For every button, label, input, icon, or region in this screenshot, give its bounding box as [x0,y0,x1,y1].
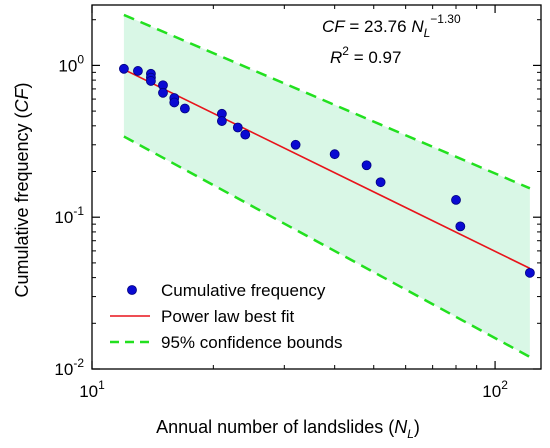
legend-label-cumulative-frequency: Cumulative frequency [161,281,326,300]
svg-text:R2 = 0.97: R2 = 0.97 [330,44,401,67]
confidence-band-fill [123,14,530,357]
x-tick-label-0: 101 [79,378,105,401]
data-point-10 [179,103,190,114]
data-point-20 [455,221,466,232]
equation-subscript: L [424,26,431,40]
data-point-18 [375,177,386,188]
y-tick-label-1: 10-1 [54,204,84,227]
y-axis-title-var: CF [12,87,32,112]
legend-label-power-law: Power law best fit [161,307,294,326]
equation-exponent: −1.30 [430,12,461,26]
legend-label-confidence: 95% confidence bounds [161,333,342,352]
y-axis-title: Cumulative frequency (CF) [12,82,32,297]
data-point-7 [158,87,168,98]
legend: Cumulative frequency Power law best fit … [110,281,342,352]
r2-value: = 0.97 [349,48,401,67]
svg-text:Annual number of landslides (N: Annual number of landslides (NL) [156,417,420,441]
upper-confidence-bound [123,13,531,190]
data-point-19 [451,195,461,205]
data-point-13 [232,122,243,133]
y-tick-label-2: 100 [58,52,84,75]
x-tick-label-1: 102 [482,378,508,401]
equation-annotation: CF = 23.76 NL−1.30 [322,12,461,40]
data-point-21 [524,267,535,278]
r-squared-annotation: R2 = 0.97 [330,44,401,67]
x-axis-title-suffix: ) [414,417,420,437]
data-point-12 [216,116,227,126]
y-axis-title-suffix: ) [12,82,32,88]
plot-frame [91,4,542,370]
y-tick-label-0: 10-2 [54,356,84,379]
equation-variable: N [411,17,424,36]
x-axis-title-prefix: Annual number of landslides ( [156,417,394,437]
x-axis-title-sub: L [407,427,414,441]
data-point-9 [169,97,180,108]
data-point-14 [240,129,251,140]
r2-variable: R [330,48,342,67]
x-axis-title-var: N [394,417,408,437]
data-point-16 [329,149,340,160]
data-point-17 [361,160,372,171]
data-point-1 [119,63,129,74]
data-point-2 [133,66,143,76]
x-axis-title: Annual number of landslides (NL) [156,417,420,441]
plot-layer: 101 102 10-2 10-1 100 [54,4,542,401]
equation-lhs: CF [322,17,346,36]
power-law-fit-line [123,68,531,270]
equation-coefficient: = 23.76 [345,17,412,36]
r2-exponent: 2 [342,44,349,58]
y-axis-title-prefix: Cumulative frequency ( [12,112,32,297]
legend-marker-cumulative-frequency [127,285,137,295]
lower-confidence-bound [123,135,531,359]
svg-text:CF = 23.76 NL−1.30: CF = 23.76 NL−1.30 [322,12,461,40]
data-point-5 [146,76,156,86]
data-point-15 [290,139,301,150]
svg-text:Cumulative frequency (CF): Cumulative frequency (CF) [12,82,32,297]
